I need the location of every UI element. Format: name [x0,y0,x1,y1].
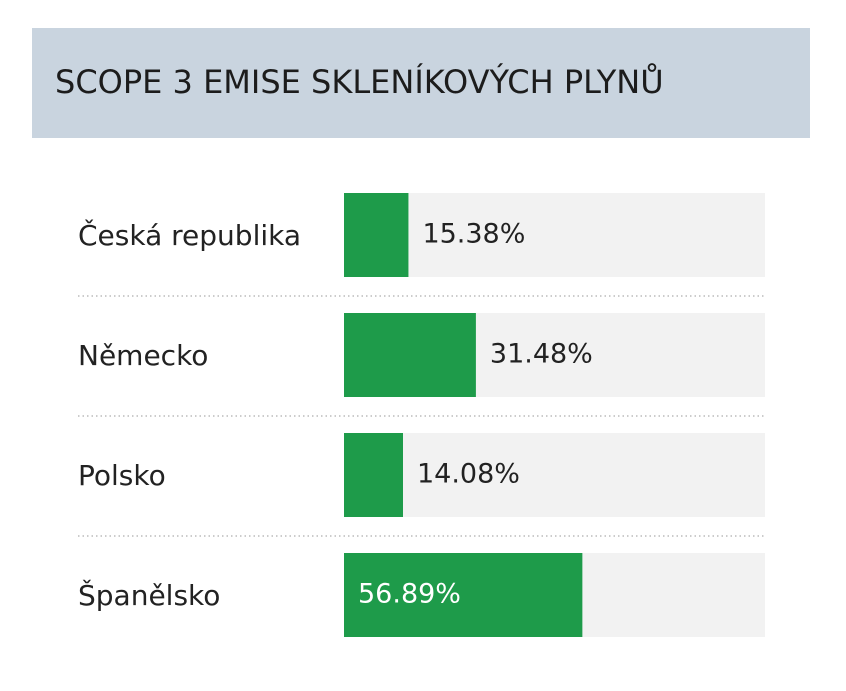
title-band [32,28,810,138]
bar [344,433,403,517]
value-label: 15.38% [422,219,525,250]
value-label: 56.89% [358,579,461,610]
value-label: 14.08% [417,459,520,490]
category-label: Česká republika [78,218,301,252]
bar-track [344,433,765,517]
bar [344,553,583,637]
bar [344,313,476,397]
category-label: Německo [78,339,208,372]
chart-title: SCOPE 3 EMISE SKLENÍKOVÝCH PLYNŮ [55,63,664,101]
bar [344,193,409,277]
bar-track [344,193,765,277]
value-label: 31.48% [490,339,593,370]
category-label: Polsko [78,459,166,492]
category-label: Španělsko [78,578,220,612]
